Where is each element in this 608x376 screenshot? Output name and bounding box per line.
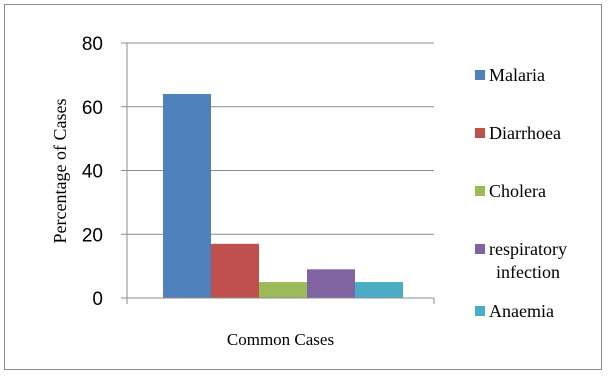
legend-swatch — [475, 306, 485, 316]
x-axis: Common Cases — [126, 297, 435, 349]
chart-frame — [4, 4, 602, 370]
bar-malaria — [163, 94, 211, 298]
y-axis-label: Percentage of Cases — [50, 99, 70, 244]
legend-label: Malaria — [489, 65, 545, 85]
bar-diarrhoea — [211, 243, 259, 298]
x-category-label: Common Cases — [227, 330, 334, 349]
y-tick-label: 60 — [82, 98, 103, 119]
legend-label: Anaemia — [489, 301, 554, 321]
legend-swatch — [475, 70, 485, 80]
legend-label: Diarrhoea — [489, 123, 561, 143]
y-axis: 0 20 40 60 80 — [82, 34, 128, 310]
bars — [163, 94, 403, 298]
y-tick-label: 80 — [82, 34, 103, 55]
legend: Malaria Diarrhoea Cholera respiratory infect… — [475, 65, 567, 321]
legend-swatch — [475, 186, 485, 196]
legend-label-line: respiratory — [489, 239, 567, 259]
bar-cholera — [259, 282, 307, 298]
legend-label: respiratory infection — [489, 239, 567, 282]
legend-label-line: infection — [496, 262, 560, 282]
legend-swatch — [475, 128, 485, 138]
legend-swatch — [475, 244, 485, 254]
bar-respiratory-infection — [307, 269, 355, 298]
legend-label: Cholera — [489, 181, 546, 201]
bar-anaemia — [355, 282, 403, 298]
y-tick-label: 20 — [82, 225, 103, 246]
y-tick-label: 0 — [92, 289, 103, 310]
y-tick-label: 40 — [82, 162, 103, 183]
